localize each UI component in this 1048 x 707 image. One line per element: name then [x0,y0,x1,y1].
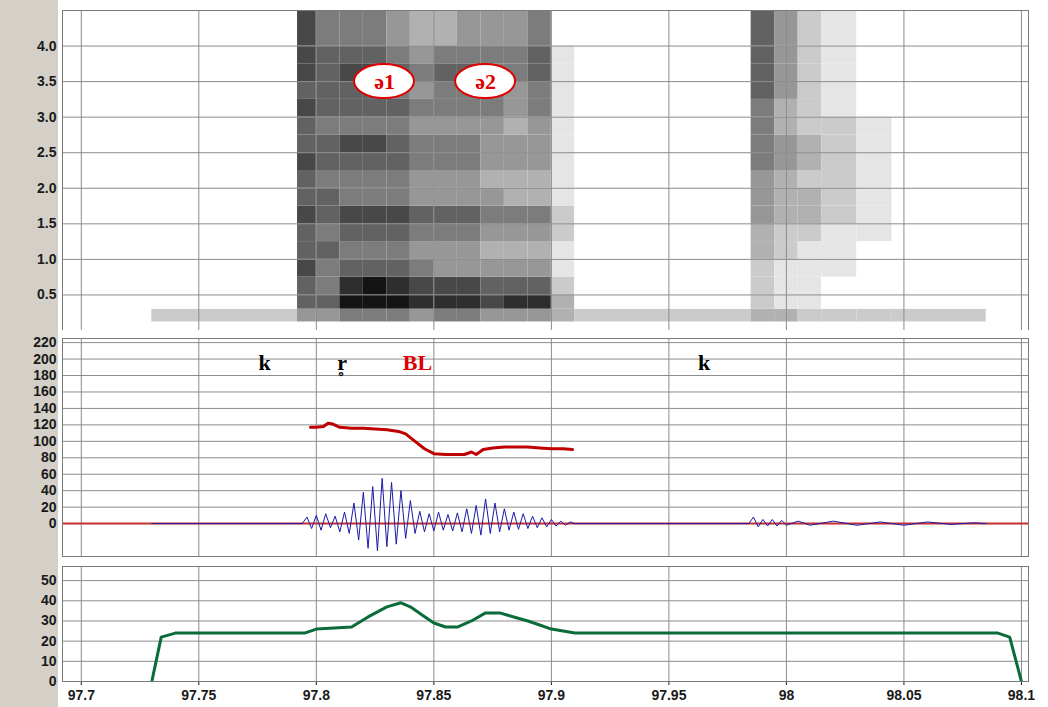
svg-text:4.0: 4.0 [37,38,57,54]
svg-text:10: 10 [41,653,57,669]
svg-text:3.0: 3.0 [37,109,57,125]
svg-text:ə1: ə1 [374,69,395,94]
svg-text:r̥: r̥ [337,350,347,377]
svg-text:98.05: 98.05 [886,687,921,703]
svg-text:160: 160 [33,383,57,399]
svg-text:40: 40 [41,592,57,608]
svg-text:k: k [259,350,272,375]
svg-text:180: 180 [33,367,57,383]
svg-text:0.5: 0.5 [37,286,57,302]
svg-text:97.9: 97.9 [538,687,565,703]
svg-text:97.7: 97.7 [68,687,95,703]
svg-text:0: 0 [49,673,57,689]
svg-text:2.5: 2.5 [37,144,57,160]
svg-text:98.1: 98.1 [1008,687,1035,703]
svg-text:30: 30 [41,612,57,628]
svg-text:40: 40 [41,482,57,498]
svg-text:50: 50 [41,572,57,588]
svg-text:60: 60 [41,466,57,482]
svg-text:220: 220 [33,334,57,350]
svg-text:20: 20 [41,499,57,515]
svg-text:1.0: 1.0 [37,251,57,267]
svg-text:140: 140 [33,400,57,416]
svg-text:k: k [698,350,711,375]
svg-text:100: 100 [33,433,57,449]
svg-text:0: 0 [49,515,57,531]
svg-text:20: 20 [41,633,57,649]
svg-text:2.0: 2.0 [37,180,57,196]
svg-text:80: 80 [41,449,57,465]
svg-text:120: 120 [33,416,57,432]
svg-text:97.75: 97.75 [181,687,216,703]
svg-text:1.5: 1.5 [37,215,57,231]
svg-text:97.85: 97.85 [416,687,451,703]
svg-text:BL: BL [403,350,432,375]
svg-text:97.8: 97.8 [303,687,330,703]
svg-text:3.5: 3.5 [37,73,57,89]
svg-text:98: 98 [779,687,795,703]
svg-text:97.95: 97.95 [651,687,686,703]
svg-text:ə2: ə2 [475,69,496,94]
svg-text:200: 200 [33,351,57,367]
